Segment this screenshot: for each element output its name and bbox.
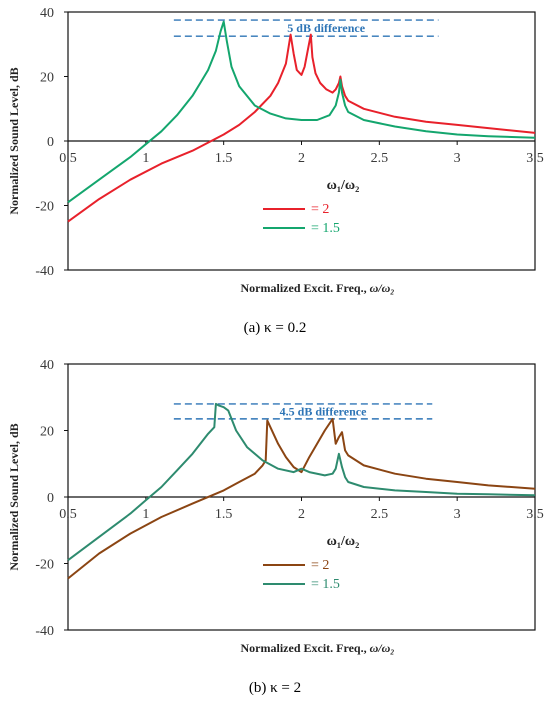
x-tick-label: 1 [142, 507, 149, 522]
y-tick-label: 40 [40, 358, 54, 373]
x-tick-label: 0.5 [59, 151, 77, 166]
x-tick-label: 3 [454, 507, 461, 522]
y-tick-label: -40 [35, 624, 54, 639]
y-axis-label: Normalized Sound Level, dB [7, 67, 21, 214]
series-line-0 [67, 417, 536, 580]
x-tick-label: 2.5 [371, 507, 389, 522]
annotation-label: 5 dB difference [287, 21, 365, 35]
x-tick-label: 3.5 [526, 507, 544, 522]
y-tick-label: -20 [35, 558, 54, 573]
chart-panel-0: 40 20 0 -20 -40 0.5 1 1.5 2 2.5 3 3.5 Normalized Sou… [7, 6, 544, 336]
legend-title: ω₁/ω₂ [327, 178, 360, 193]
legend-label-1: = 1.5 [311, 577, 340, 592]
x-tick-label: 2.5 [371, 151, 389, 166]
legend-label-1: = 1.5 [311, 221, 340, 236]
y-tick-label: 0 [47, 491, 54, 506]
y-tick-label: 40 [40, 6, 54, 21]
series-line-0 [67, 33, 536, 223]
series-line-1 [67, 402, 536, 562]
x-tick-label: 2 [298, 151, 305, 166]
panel-caption: (a) κ = 0.2 [244, 320, 307, 336]
y-tick-label: 0 [47, 135, 54, 150]
chart-panel-1: 40 20 0 -20 -40 0.5 1 1.5 2 2.5 3 3.5 Normalized Sou… [7, 358, 544, 696]
y-axis-label: Normalized Sound Level, dB [7, 423, 21, 570]
legend-label-0: = 2 [311, 202, 329, 217]
y-tick-label: -40 [35, 264, 54, 279]
x-tick-label: 1.5 [215, 507, 233, 522]
legend-title: ω₁/ω₂ [327, 534, 360, 549]
x-tick-label: 3 [454, 151, 461, 166]
y-tick-label: -20 [35, 200, 54, 215]
x-axis-label: Normalized Excit. Freq., ω/ω₂ [241, 281, 395, 295]
x-tick-label: 1.5 [215, 151, 233, 166]
x-tick-label: 0.5 [59, 507, 77, 522]
x-axis-label: Normalized Excit. Freq., ω/ω₂ [241, 641, 395, 655]
x-tick-label: 3.5 [526, 151, 544, 166]
panel-caption: (b) κ = 2 [249, 680, 301, 696]
x-tick-label: 2 [298, 507, 305, 522]
y-tick-label: 20 [40, 71, 54, 86]
x-tick-label: 1 [142, 151, 149, 166]
y-tick-label: 20 [40, 425, 54, 440]
annotation-label: 4.5 dB difference [280, 404, 367, 418]
series-line-1 [67, 20, 536, 204]
legend-label-0: = 2 [311, 558, 329, 573]
